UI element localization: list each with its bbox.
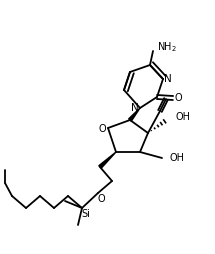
Text: NH$_2$: NH$_2$ (157, 40, 177, 54)
Text: N: N (131, 103, 139, 113)
Text: OH: OH (176, 112, 191, 122)
Polygon shape (99, 152, 116, 168)
Text: O: O (98, 124, 106, 134)
Polygon shape (129, 108, 140, 121)
Text: Si: Si (81, 209, 91, 219)
Text: O: O (97, 194, 105, 204)
Text: N: N (164, 74, 172, 84)
Text: O: O (174, 93, 182, 103)
Text: OH: OH (170, 153, 185, 163)
